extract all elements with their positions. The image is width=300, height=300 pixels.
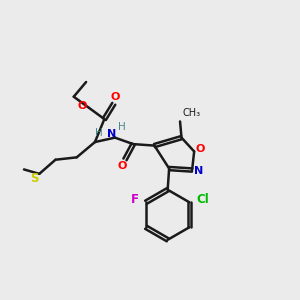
Text: O: O — [78, 101, 87, 111]
Text: F: F — [131, 193, 139, 206]
Text: Cl: Cl — [196, 193, 209, 206]
Text: N: N — [107, 129, 116, 139]
Text: H: H — [118, 122, 126, 132]
Text: O: O — [111, 92, 120, 102]
Text: S: S — [31, 172, 39, 185]
Text: O: O — [196, 144, 205, 154]
Text: N: N — [194, 167, 203, 176]
Text: H: H — [94, 128, 102, 138]
Text: O: O — [118, 161, 127, 171]
Text: CH₃: CH₃ — [182, 108, 200, 118]
